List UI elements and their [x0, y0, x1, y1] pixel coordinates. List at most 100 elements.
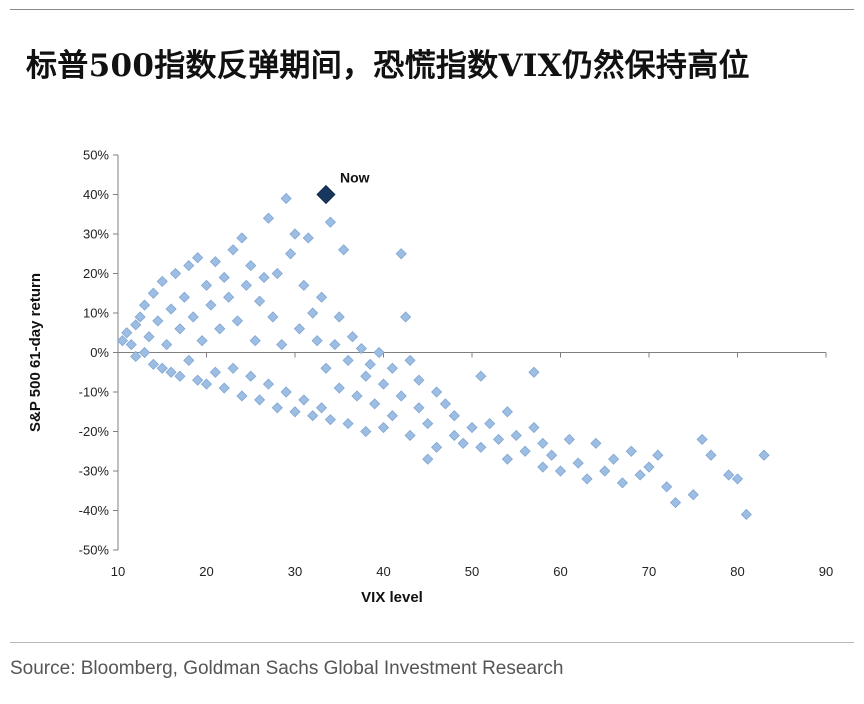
data-point	[276, 339, 288, 351]
data-point	[510, 429, 522, 442]
data-point	[285, 248, 297, 260]
data-point	[254, 295, 266, 307]
data-point	[652, 449, 664, 461]
y-tick-label: -50%	[79, 543, 110, 558]
data-point	[616, 477, 629, 489]
data-point	[422, 453, 434, 465]
data-point	[643, 461, 655, 473]
data-point	[661, 481, 673, 493]
y-axis-label: S&P 500 61-day return	[27, 273, 44, 432]
x-tick-label: 30	[288, 564, 302, 579]
data-point	[227, 362, 239, 374]
data-point	[196, 335, 208, 347]
data-point	[634, 469, 646, 481]
data-point	[333, 311, 345, 323]
data-point	[537, 437, 549, 449]
data-point	[324, 414, 336, 426]
y-tick-label: 30%	[83, 227, 109, 242]
data-point	[422, 418, 434, 430]
data-point	[723, 469, 735, 481]
x-tick-label: 70	[642, 564, 656, 579]
data-point	[161, 339, 173, 351]
data-point	[431, 386, 443, 398]
data-point	[156, 275, 168, 287]
data-point	[351, 390, 363, 402]
data-point	[360, 425, 372, 438]
data-point	[324, 216, 336, 228]
data-point	[355, 342, 367, 355]
data-point	[152, 315, 164, 327]
data-point	[280, 386, 292, 398]
data-point	[209, 256, 221, 268]
data-point	[192, 252, 204, 264]
data-point	[758, 449, 770, 461]
data-point	[289, 228, 301, 240]
y-tick-label: 50%	[83, 148, 109, 163]
data-point	[484, 418, 496, 430]
data-point	[200, 279, 213, 291]
data-point	[590, 437, 602, 449]
data-point	[147, 287, 159, 299]
data-point	[519, 445, 531, 457]
data-point	[205, 299, 217, 311]
x-tick-label: 50	[465, 564, 479, 579]
data-point	[320, 362, 332, 374]
chart-title: 标普500指数反弹期间，恐慌指数VIX仍然保持高位	[26, 48, 750, 84]
data-point	[342, 354, 354, 366]
source-note: Source: Bloomberg, Goldman Sachs Global …	[10, 658, 564, 679]
data-point	[271, 267, 283, 280]
data-point	[492, 433, 505, 445]
data-point	[475, 370, 487, 382]
data-point	[307, 410, 319, 422]
y-tick-label: 10%	[83, 306, 109, 321]
data-point	[346, 331, 359, 343]
data-point	[501, 453, 513, 465]
data-point	[395, 248, 407, 260]
x-tick-label: 80	[730, 564, 744, 579]
data-point	[457, 437, 469, 449]
data-point	[395, 390, 407, 402]
data-point	[563, 433, 575, 445]
y-tick-label: 40%	[83, 187, 109, 202]
data-point	[298, 394, 310, 406]
data-point	[169, 267, 182, 280]
data-point	[404, 429, 416, 442]
data-point	[258, 271, 270, 284]
data-point	[227, 244, 239, 256]
data-point	[130, 319, 142, 331]
data-point	[364, 358, 376, 370]
data-point	[413, 402, 425, 414]
data-point	[377, 421, 390, 434]
data-point	[338, 244, 350, 256]
data-point	[404, 354, 416, 366]
data-point	[192, 374, 204, 386]
x-tick-label: 10	[111, 564, 125, 579]
data-point	[267, 311, 279, 323]
data-point	[386, 362, 398, 374]
data-point	[147, 358, 159, 370]
data-point	[289, 406, 301, 418]
data-point	[307, 307, 319, 319]
data-point	[546, 449, 558, 461]
data-point	[315, 402, 328, 414]
data-point	[572, 457, 584, 469]
data-point	[262, 212, 275, 224]
data-point	[448, 429, 460, 442]
data-point	[143, 331, 155, 343]
data-point	[138, 346, 151, 359]
data-point	[731, 473, 744, 485]
data-point	[400, 311, 412, 323]
data-point	[599, 465, 611, 477]
y-tick-label: -30%	[79, 464, 110, 479]
data-point	[431, 441, 443, 453]
data-point	[439, 398, 452, 410]
data-point	[223, 291, 235, 303]
data-point	[369, 398, 381, 410]
data-point	[466, 421, 478, 434]
x-tick-label: 40	[376, 564, 390, 579]
x-tick-label: 90	[819, 564, 833, 579]
y-tick-label: -10%	[79, 385, 110, 400]
top-rule	[10, 9, 854, 10]
bottom-rule	[10, 642, 854, 643]
data-point	[528, 366, 540, 378]
